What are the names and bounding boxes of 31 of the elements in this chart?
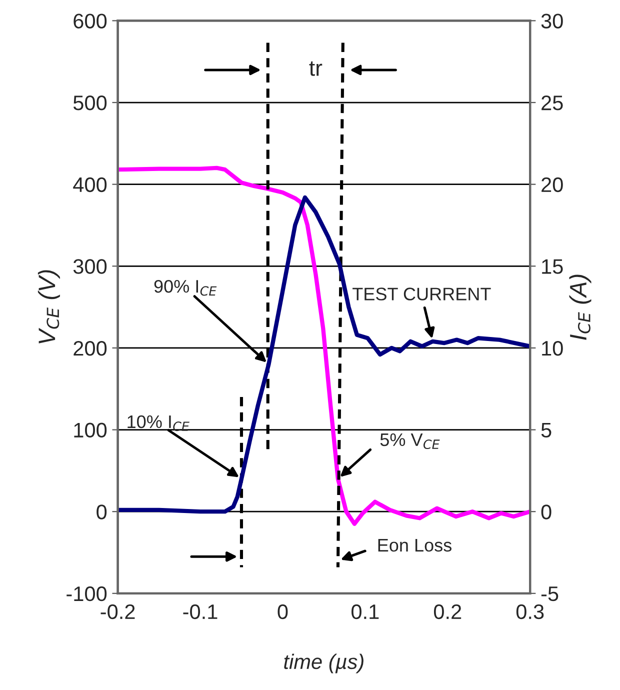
x-axis-title: time (µs) [284, 654, 364, 674]
y-tick-label: 300 [73, 259, 107, 274]
y-tick-label: 200 [74, 340, 107, 356]
x-tick-label: 0.2 [434, 604, 462, 620]
y-tick-label: 600 [74, 14, 107, 28]
x-tick-label: -0.1 [183, 604, 218, 620]
y-tick-label: 100 [74, 422, 107, 438]
annotation: Eon Loss [378, 539, 452, 552]
annotation: 5% V$_{CE}$ [380, 433, 440, 450]
y2-tick-label: 0 [541, 504, 552, 520]
y2-tick-label: -5 [541, 586, 558, 602]
y-axis-title: V$_{CE}$ (V) [38, 270, 60, 344]
y-tick-label: -100 [66, 586, 107, 602]
x-tick-label: 0.3 [516, 604, 544, 620]
x-tick-label: 0.1 [352, 604, 379, 620]
annotation: 10% I$_{CE}$ [128, 415, 190, 432]
annotation: 90% I$_{CE}$ [154, 280, 217, 296]
y2-tick-label: 5 [541, 422, 552, 438]
y-tick-label: 500 [73, 96, 107, 110]
annotation: tr [309, 61, 322, 76]
y2-tick-label: 15 [542, 259, 563, 274]
y2-tick-label: 20 [542, 177, 563, 192]
y2-tick-label: 30 [541, 14, 563, 28]
x-tick-label: 0 [278, 604, 288, 620]
x-tick-label: -0.2 [100, 604, 135, 620]
y-tick-label: 0 [96, 504, 107, 520]
y2-axis-title: I$_{CE}$ (A) [569, 274, 592, 340]
annotation: TEST CURRENT [352, 288, 491, 300]
y-tick-label: 400 [73, 177, 107, 192]
y2-tick-label: 25 [542, 96, 563, 110]
y2-tick-label: 10 [542, 340, 563, 356]
